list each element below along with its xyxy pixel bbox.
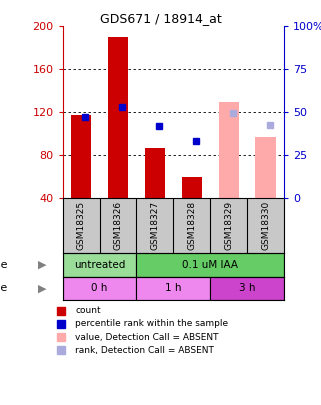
Text: GSM18329: GSM18329: [224, 201, 233, 250]
Text: percentile rank within the sample: percentile rank within the sample: [75, 320, 228, 328]
Text: rank, Detection Call = ABSENT: rank, Detection Call = ABSENT: [75, 346, 214, 355]
Text: count: count: [75, 306, 101, 315]
Text: time: time: [0, 284, 8, 293]
Text: GSM18325: GSM18325: [76, 201, 86, 250]
Text: GSM18328: GSM18328: [187, 201, 196, 250]
Text: 1 h: 1 h: [165, 284, 182, 293]
Text: 0.1 uM IAA: 0.1 uM IAA: [182, 260, 238, 270]
Bar: [108, 37, 128, 198]
Text: value, Detection Call = ABSENT: value, Detection Call = ABSENT: [75, 333, 219, 341]
Text: GSM18326: GSM18326: [113, 201, 123, 250]
Bar: [63, 253, 136, 277]
Bar: [136, 277, 210, 300]
Bar: [256, 137, 276, 198]
Text: 3 h: 3 h: [239, 284, 256, 293]
Bar: [219, 102, 239, 198]
Bar: [71, 115, 91, 198]
Text: 0 h: 0 h: [91, 284, 108, 293]
Text: dose: dose: [0, 260, 8, 270]
Bar: [63, 277, 136, 300]
Text: ▶: ▶: [38, 284, 47, 293]
Bar: [182, 177, 202, 198]
Bar: [136, 253, 284, 277]
Text: untreated: untreated: [74, 260, 125, 270]
Text: GSM18327: GSM18327: [150, 201, 160, 250]
Text: GSM18330: GSM18330: [261, 201, 270, 250]
Text: GDS671 / 18914_at: GDS671 / 18914_at: [100, 12, 221, 25]
Text: ▶: ▶: [38, 260, 47, 270]
Bar: [145, 148, 165, 198]
Bar: [210, 277, 284, 300]
